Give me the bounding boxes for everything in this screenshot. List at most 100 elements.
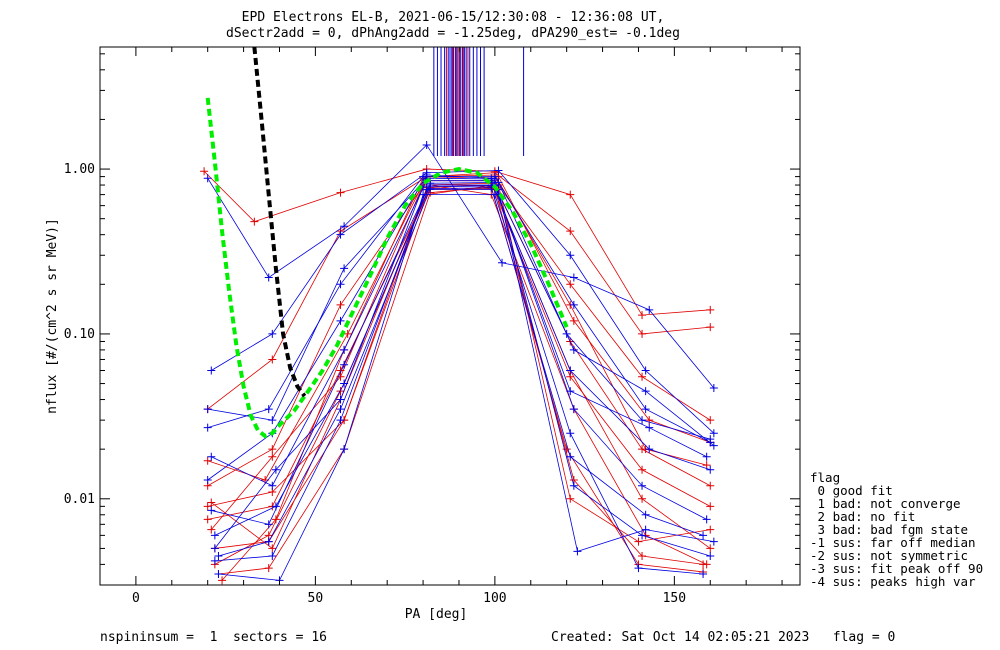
data-point-marker bbox=[214, 569, 223, 578]
data-point-marker bbox=[641, 525, 650, 534]
data-point-marker bbox=[264, 273, 273, 282]
data-point-marker bbox=[336, 230, 345, 239]
footer-left: nspininsum = 1 sectors = 16 bbox=[100, 630, 327, 645]
data-point-marker bbox=[214, 551, 223, 560]
data-point-marker bbox=[210, 544, 219, 553]
data-point-marker bbox=[271, 515, 280, 524]
data-point-marker bbox=[268, 551, 277, 560]
series-line bbox=[207, 177, 711, 557]
data-point-marker bbox=[702, 452, 711, 461]
data-point-marker bbox=[566, 227, 575, 236]
data-point-marker bbox=[569, 273, 578, 282]
fit-curve-black bbox=[252, 46, 307, 398]
data-point-marker bbox=[336, 405, 345, 414]
data-point-marker bbox=[271, 465, 280, 474]
data-point-marker bbox=[203, 515, 212, 524]
data-point-marker bbox=[699, 560, 708, 569]
axis-layer: 0 50 100 150 0.01 0.10 1.00 bbox=[64, 47, 800, 606]
data-point-marker bbox=[203, 456, 212, 465]
data-point-marker bbox=[340, 345, 349, 354]
footer-right: Created: Sat Oct 14 02:05:21 2023 flag =… bbox=[551, 630, 895, 645]
data-point-marker bbox=[702, 515, 711, 524]
data-point-marker bbox=[645, 416, 654, 425]
data-point-marker bbox=[494, 166, 503, 175]
legend: flag 0 good fit 1 bad: not converge 2 ba… bbox=[810, 470, 983, 589]
data-point-marker bbox=[264, 564, 273, 573]
data-point-marker bbox=[706, 551, 715, 560]
data-point-marker bbox=[498, 258, 507, 267]
data-point-marker bbox=[207, 366, 216, 375]
fit-curve-green bbox=[205, 97, 569, 439]
series-line bbox=[210, 182, 711, 530]
data-point-marker bbox=[566, 387, 575, 396]
data-point-marker bbox=[566, 366, 575, 375]
data-point-marker bbox=[709, 429, 718, 438]
x-tick-label: 50 bbox=[308, 591, 324, 606]
data-point-marker bbox=[336, 416, 345, 425]
data-point-marker bbox=[562, 445, 571, 454]
data-point-marker bbox=[207, 525, 216, 534]
data-point-marker bbox=[426, 184, 435, 193]
series-line bbox=[207, 174, 711, 481]
legend-item: 3 bad: bad fgm state bbox=[810, 522, 968, 537]
data-point-marker bbox=[264, 405, 273, 414]
data-point-marker bbox=[268, 355, 277, 364]
data-point-marker bbox=[203, 405, 212, 414]
series-line bbox=[218, 194, 704, 581]
data-point-marker bbox=[268, 544, 277, 553]
data-point-marker bbox=[709, 537, 718, 546]
data-point-marker bbox=[638, 481, 647, 490]
data-point-marker bbox=[638, 372, 647, 381]
data-point-marker bbox=[203, 423, 212, 432]
data-point-marker bbox=[340, 445, 349, 454]
data-point-marker bbox=[566, 280, 575, 289]
data-point-marker bbox=[638, 329, 647, 338]
data-point-marker bbox=[207, 506, 216, 515]
data-point-marker bbox=[569, 300, 578, 309]
data-point-marker bbox=[268, 481, 277, 490]
data-point-marker bbox=[490, 190, 499, 199]
data-point-marker bbox=[487, 174, 496, 183]
legend-item: 1 bad: not converge bbox=[810, 496, 961, 511]
data-point-marker bbox=[340, 360, 349, 369]
data-point-marker bbox=[336, 188, 345, 197]
legend-item: -4 sus: peaks high var bbox=[810, 574, 976, 589]
y-axis-label: nflux [#/(cm^2 s sr MeV)] bbox=[45, 218, 60, 414]
data-point-marker bbox=[566, 190, 575, 199]
data-point-marker bbox=[268, 452, 277, 461]
data-point-marker bbox=[709, 441, 718, 450]
series-line bbox=[203, 168, 711, 316]
data-point-marker bbox=[638, 551, 647, 560]
data-point-marker bbox=[340, 222, 349, 231]
data-point-marker bbox=[343, 329, 352, 338]
legend-title: flag bbox=[810, 470, 840, 485]
series-layer bbox=[200, 47, 718, 585]
y-tick-label: 0.01 bbox=[64, 492, 95, 507]
data-point-marker bbox=[706, 305, 715, 314]
data-point-marker bbox=[706, 435, 715, 444]
data-point-marker bbox=[336, 372, 345, 381]
data-point-marker bbox=[569, 345, 578, 354]
data-point-marker bbox=[699, 569, 708, 578]
data-point-marker bbox=[336, 387, 345, 396]
series-line bbox=[218, 187, 704, 557]
data-point-marker bbox=[566, 494, 575, 503]
series-line bbox=[211, 181, 715, 525]
data-point-marker bbox=[268, 445, 277, 454]
title-line-2: dSectr2add = 0, dPhAng2add = -1.25deg, d… bbox=[226, 26, 680, 41]
data-point-marker bbox=[336, 300, 345, 309]
data-point-marker bbox=[645, 445, 654, 454]
data-point-marker bbox=[569, 316, 578, 325]
legend-item: 2 bad: no fit bbox=[810, 509, 915, 524]
data-point-marker bbox=[709, 383, 718, 392]
series-line bbox=[211, 170, 715, 434]
data-point-marker bbox=[641, 405, 650, 414]
title-line-1: EPD Electrons EL-B, 2021-06-15/12:30:08 … bbox=[242, 10, 665, 25]
series-line bbox=[207, 174, 707, 481]
series-line bbox=[221, 176, 711, 581]
y-tick-label: 0.10 bbox=[64, 327, 95, 342]
data-point-marker bbox=[340, 264, 349, 273]
data-point-marker bbox=[638, 531, 647, 540]
x-tick-label: 150 bbox=[663, 591, 686, 606]
data-point-marker bbox=[566, 251, 575, 260]
